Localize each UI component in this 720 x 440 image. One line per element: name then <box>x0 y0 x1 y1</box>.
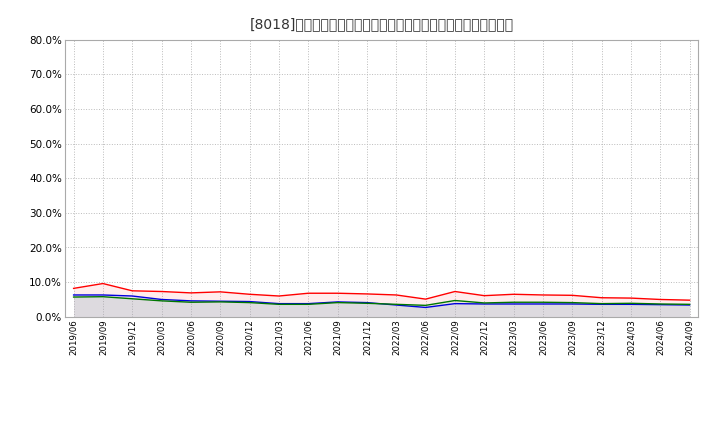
買入債務 <box>246 300 254 305</box>
買入債務 <box>421 303 430 308</box>
売上債権 <box>69 286 78 291</box>
在庫 <box>274 301 283 306</box>
買入債務 <box>99 294 107 299</box>
売上債権 <box>685 297 694 303</box>
在庫 <box>246 299 254 304</box>
在庫 <box>685 302 694 308</box>
売上債権 <box>363 291 372 297</box>
買入債務 <box>333 300 342 305</box>
在庫 <box>480 301 489 307</box>
売上債権 <box>421 297 430 302</box>
売上債権 <box>509 292 518 297</box>
売上債権 <box>304 290 312 296</box>
売上債権 <box>656 297 665 302</box>
買入債務 <box>186 300 195 305</box>
買入債務 <box>509 300 518 305</box>
売上債権 <box>568 293 577 298</box>
在庫 <box>539 301 547 307</box>
Title: [8018]　売上債権、在庫、買入債務の総資産に対する比率の推移: [8018] 売上債権、在庫、買入債務の総資産に対する比率の推移 <box>250 18 513 32</box>
在庫 <box>451 301 459 306</box>
買入債務 <box>304 302 312 307</box>
在庫 <box>99 292 107 297</box>
在庫 <box>656 302 665 307</box>
買入債務 <box>157 298 166 304</box>
買入債務 <box>274 302 283 307</box>
買入債務 <box>128 296 137 301</box>
Line: 売上債権: 売上債権 <box>73 283 690 300</box>
買入債務 <box>451 298 459 303</box>
売上債権 <box>451 289 459 294</box>
在庫 <box>157 297 166 302</box>
在庫 <box>392 302 400 308</box>
在庫 <box>626 302 635 307</box>
在庫 <box>186 298 195 304</box>
売上債権 <box>626 295 635 301</box>
買入債務 <box>568 300 577 305</box>
買入債務 <box>363 301 372 306</box>
買入債務 <box>69 294 78 300</box>
売上債権 <box>216 289 225 294</box>
Line: 在庫: 在庫 <box>73 295 690 308</box>
在庫 <box>363 300 372 305</box>
買入債務 <box>685 302 694 307</box>
売上債権 <box>157 289 166 294</box>
在庫 <box>568 301 577 307</box>
買入債務 <box>216 299 225 304</box>
売上債権 <box>598 295 606 301</box>
買入債務 <box>480 300 489 305</box>
売上債権 <box>186 290 195 296</box>
在庫 <box>333 299 342 304</box>
売上債権 <box>99 281 107 286</box>
売上債権 <box>128 288 137 293</box>
在庫 <box>509 301 518 307</box>
在庫 <box>128 293 137 299</box>
売上債権 <box>539 292 547 297</box>
在庫 <box>216 299 225 304</box>
買入債務 <box>392 302 400 307</box>
売上債権 <box>274 293 283 299</box>
買入債務 <box>539 300 547 305</box>
在庫 <box>421 305 430 310</box>
売上債権 <box>480 293 489 298</box>
売上債権 <box>392 292 400 297</box>
売上債権 <box>333 290 342 296</box>
在庫 <box>598 302 606 307</box>
Line: 買入債務: 買入債務 <box>73 297 690 305</box>
在庫 <box>69 292 78 297</box>
在庫 <box>304 301 312 306</box>
買入債務 <box>626 301 635 306</box>
買入債務 <box>598 301 606 306</box>
買入債務 <box>656 301 665 307</box>
売上債権 <box>246 292 254 297</box>
